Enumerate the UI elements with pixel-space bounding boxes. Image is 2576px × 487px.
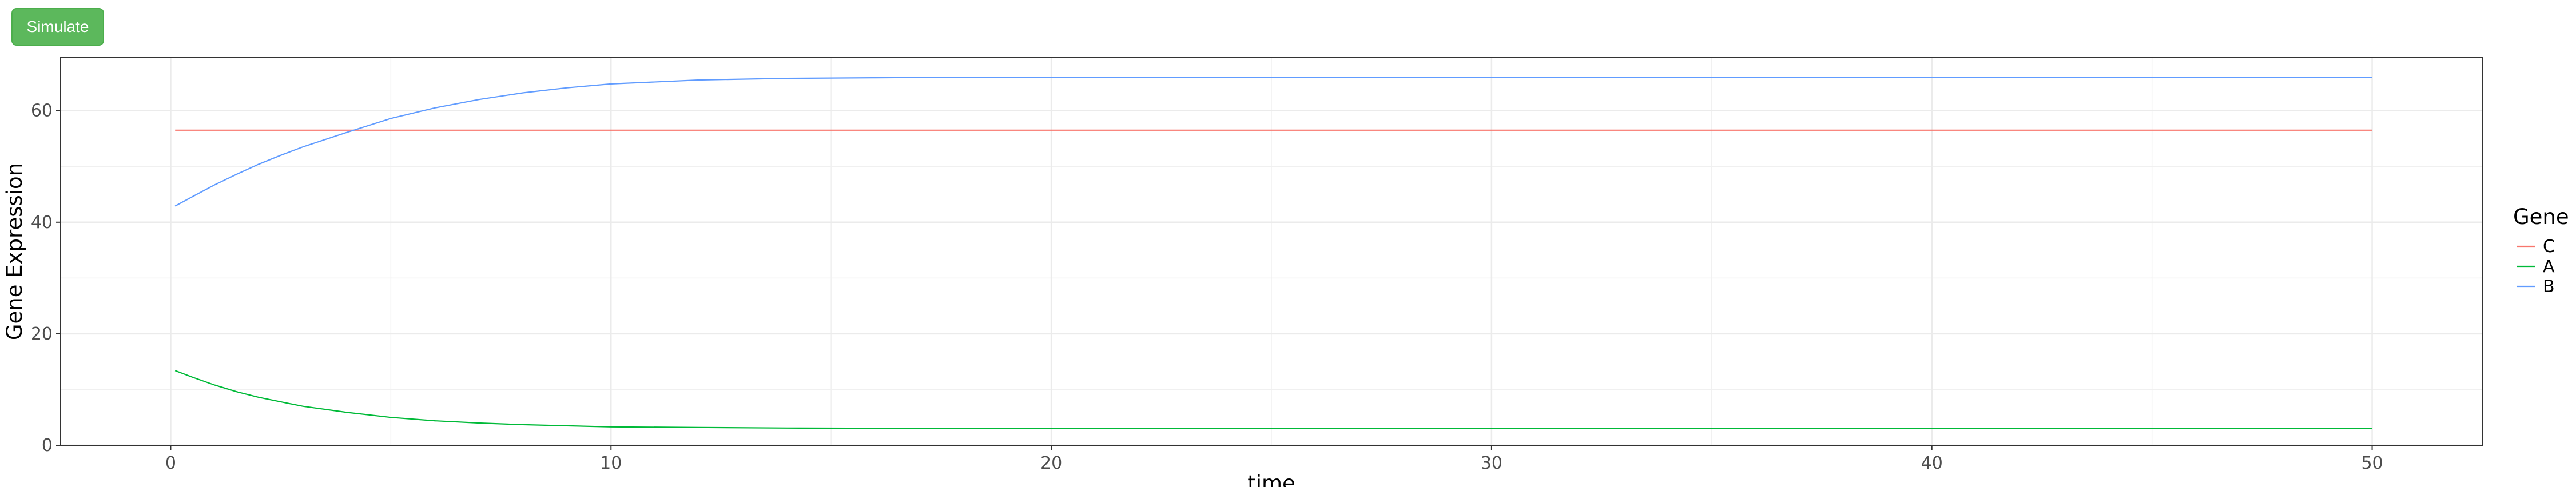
y-tick-label: 20: [31, 324, 53, 344]
minor-gridlines: [61, 58, 2482, 445]
x-tick-label: 10: [600, 453, 622, 473]
x-tick-label: 20: [1040, 453, 1062, 473]
y-tick-label: 60: [31, 101, 53, 121]
y-axis-title: Gene Expression: [2, 163, 27, 340]
series-line-a: [174, 370, 2372, 429]
series-line-b: [174, 77, 2372, 207]
plot-panel-border: [60, 57, 2483, 446]
x-axis-title: time: [1247, 471, 1295, 487]
y-axis-ticks: 0 20 40 60: [31, 101, 61, 456]
series-lines: [174, 77, 2372, 429]
legend-label-a: A: [2543, 257, 2555, 277]
x-tick-label: 40: [1921, 453, 1943, 473]
legend: Gene CAB: [2513, 205, 2569, 297]
legend-title: Gene: [2513, 205, 2569, 229]
y-tick-label: 0: [42, 436, 53, 456]
x-tick-label: 0: [165, 453, 176, 473]
legend-label-b: B: [2543, 277, 2555, 297]
x-tick-label: 50: [2361, 453, 2383, 473]
x-axis-ticks: 0 10 20 30 40 50: [165, 445, 2383, 473]
y-tick-label: 40: [31, 213, 53, 233]
legend-label-c: C: [2543, 237, 2555, 257]
x-tick-label: 30: [1481, 453, 1502, 473]
simulate-button[interactable]: Simulate: [11, 8, 104, 46]
